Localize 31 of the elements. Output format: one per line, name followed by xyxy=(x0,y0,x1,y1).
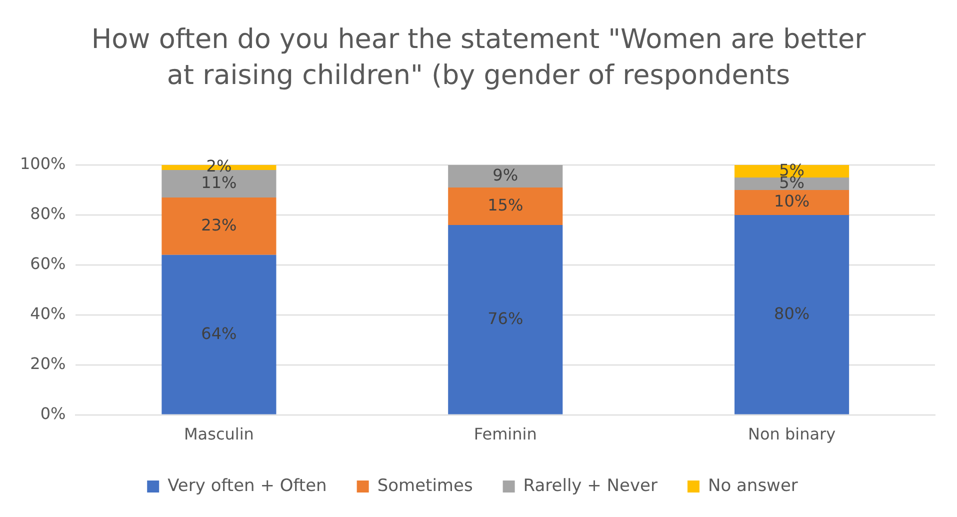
x-tick-label: Non binary xyxy=(748,424,836,444)
bar xyxy=(734,190,850,215)
bar xyxy=(734,165,850,178)
bar xyxy=(448,187,563,225)
y-tick-label: 20% xyxy=(30,354,66,373)
y-tick-label: 0% xyxy=(40,404,66,423)
data-label: 9% xyxy=(492,165,518,184)
data-label: 10% xyxy=(774,192,810,211)
legend-label: Very often + Often xyxy=(168,476,327,496)
legend-label: No answer xyxy=(708,476,798,496)
y-tick-label: 100% xyxy=(20,154,66,174)
bar xyxy=(162,254,276,414)
data-label: 15% xyxy=(488,195,524,214)
data-label: 23% xyxy=(201,215,237,234)
data-label: 80% xyxy=(774,304,810,323)
y-tick-label: 60% xyxy=(30,254,66,274)
y-tick-label: 40% xyxy=(30,304,66,324)
bar xyxy=(448,165,563,188)
legend-label: Rarelly + Never xyxy=(523,476,658,496)
data-label: 11% xyxy=(201,172,237,192)
bar xyxy=(162,197,276,255)
y-tick-label: 80% xyxy=(30,204,66,224)
x-tick-label: Masculin xyxy=(184,424,254,444)
bar xyxy=(734,177,850,190)
data-label: 64% xyxy=(201,324,237,343)
data-label: 76% xyxy=(488,308,524,328)
legend-label: Sometimes xyxy=(377,476,473,496)
x-tick-label: Feminin xyxy=(474,424,537,444)
bar xyxy=(448,224,563,414)
chart-title: How often do you hear the statement "Women are better at raising children" (by gender of respondents xyxy=(90,23,867,93)
bar xyxy=(734,214,850,414)
